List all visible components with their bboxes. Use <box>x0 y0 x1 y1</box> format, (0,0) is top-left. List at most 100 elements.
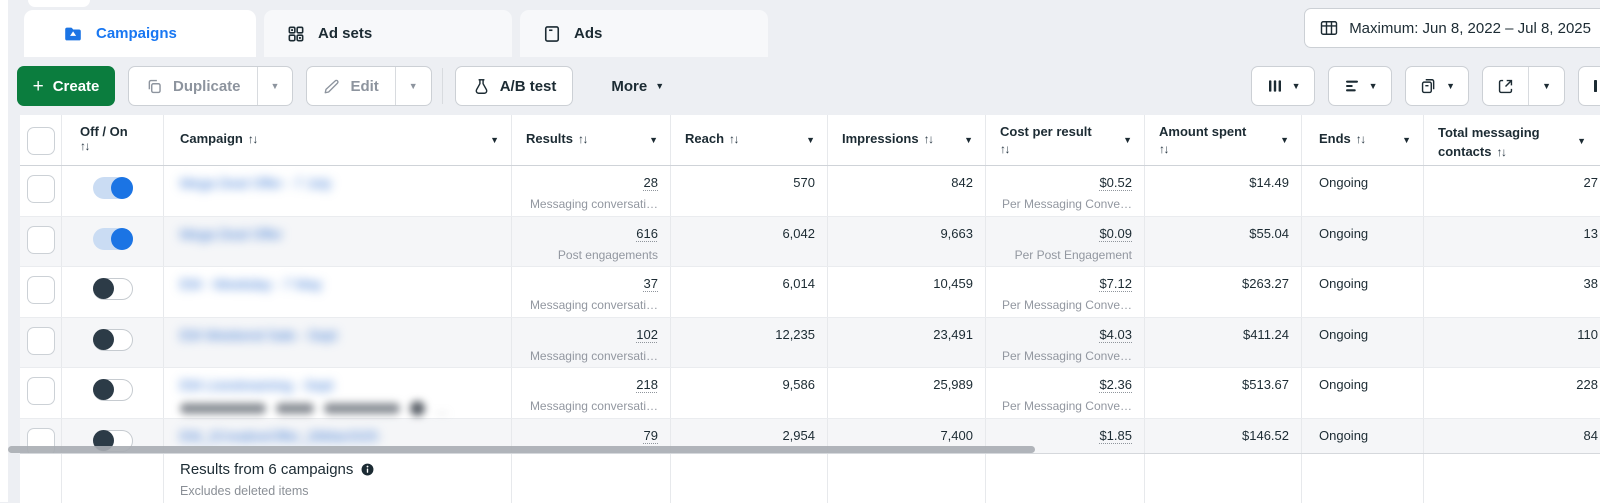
chart-button-cutoff[interactable] <box>1578 66 1600 106</box>
tab-ads[interactable]: Ads <box>520 10 768 57</box>
chevron-down-icon[interactable]: ▼ <box>1123 135 1132 145</box>
results-value[interactable]: 37 <box>643 276 658 291</box>
horizontal-scrollbar[interactable] <box>8 446 1035 453</box>
row-checkbox[interactable] <box>20 368 61 418</box>
ends-value: Ongoing <box>1319 225 1369 241</box>
campaign-toggle[interactable] <box>92 328 133 351</box>
results-value[interactable]: 79 <box>643 427 658 443</box>
create-button[interactable]: + Create <box>17 66 115 106</box>
duplicate-button-label: Duplicate <box>173 77 241 95</box>
tab-campaigns[interactable]: Campaigns <box>24 10 256 57</box>
reach-cell: 570 <box>670 166 827 216</box>
ends-cell: Ongoing <box>1301 317 1423 367</box>
campaign-name-blurred[interactable]: EM Livestreaming - Sept <box>180 377 334 393</box>
campaign-name-blurred[interactable]: Mega Deal Offer - 7 July <box>180 175 332 191</box>
campaign-tags: … <box>180 401 499 416</box>
info-icon[interactable] <box>360 462 375 477</box>
campaign-row[interactable]: EM Weekend Sale - Sept … 102 Messaging c… <box>20 317 1600 368</box>
campaign-toggle[interactable] <box>92 177 133 199</box>
header-reach[interactable]: Reach ↑↓ ▼ <box>670 115 827 165</box>
impressions-value: 7,400 <box>940 427 973 443</box>
cost-value[interactable]: $2.36 <box>1099 377 1132 392</box>
chevron-down-icon[interactable]: ▼ <box>806 135 815 145</box>
campaign-cell[interactable]: Mega Deal Offer … <box>163 216 511 266</box>
header-campaign[interactable]: Campaign ↑↓ ▼ <box>163 115 511 165</box>
edit-button[interactable]: Edit <box>307 67 394 105</box>
header-cost-per-result[interactable]: Cost per result ↑↓ ▼ <box>985 115 1144 165</box>
ends-cell: Ongoing <box>1301 368 1423 418</box>
amount-spent-cell: $263.27 <box>1144 267 1301 317</box>
chevron-down-icon[interactable]: ▼ <box>964 135 973 145</box>
results-cell: 218 Messaging conversati… <box>511 368 670 418</box>
ab-test-button[interactable]: A/B test <box>454 66 574 106</box>
date-range-button[interactable]: Maximum: Jun 8, 2022 – Jul 8, 2025 <box>1304 8 1600 48</box>
campaign-toggle[interactable] <box>92 379 133 401</box>
campaign-toggle[interactable] <box>92 278 133 300</box>
row-checkbox[interactable] <box>20 318 61 368</box>
results-type-label: Messaging conversati… <box>529 298 658 312</box>
sort-icon: ↑↓ <box>80 139 91 153</box>
campaign-cell[interactable]: Mega Deal Offer - 7 July … <box>163 166 511 216</box>
results-value[interactable]: 102 <box>636 326 658 342</box>
chevron-down-icon[interactable]: ▼ <box>1577 136 1586 146</box>
campaign-toggle[interactable] <box>92 227 133 250</box>
export-button[interactable] <box>1483 67 1528 105</box>
header-results[interactable]: Results ↑↓ ▼ <box>511 115 670 165</box>
cost-value[interactable]: $4.03 <box>1099 326 1132 342</box>
header-ends[interactable]: Ends ↑↓ ▼ <box>1301 115 1423 165</box>
chevron-down-icon[interactable]: ▼ <box>649 135 658 145</box>
campaign-name-blurred[interactable]: Mega Deal Offer <box>180 225 283 242</box>
campaign-cell[interactable]: EM - Weekday - 7 May … <box>163 267 511 317</box>
header-total-messaging-contacts[interactable]: Total messaging contacts ↑↓ ▼ <box>1423 115 1600 165</box>
duplicate-dropdown-button[interactable]: ▼ <box>256 67 293 105</box>
breakdown-button[interactable]: ▼ <box>1328 66 1393 106</box>
reports-button[interactable]: ▼ <box>1405 66 1470 106</box>
results-value[interactable]: 28 <box>643 175 658 190</box>
edit-dropdown-button[interactable]: ▼ <box>394 67 431 105</box>
summary-row: Results from 6 campaigns Excludes delete… <box>20 453 1600 503</box>
campaign-name-blurred[interactable]: EM_2CreativeOffer_26Mar2025 <box>180 427 379 444</box>
campaign-row[interactable]: Mega Deal Offer … 616 Post engagements 6… <box>20 216 1600 267</box>
cost-type-label: Per Messaging Conve… <box>1001 298 1132 312</box>
duplicate-button[interactable]: Duplicate <box>129 67 257 105</box>
row-checkbox[interactable] <box>20 166 61 216</box>
cost-value[interactable]: $0.52 <box>1099 175 1132 190</box>
campaign-name-blurred[interactable]: EM - Weekday - 7 May <box>180 276 323 292</box>
row-checkbox[interactable] <box>20 217 61 267</box>
results-value[interactable]: 218 <box>636 377 658 392</box>
header-off-on[interactable]: Off / On ↑↓ <box>61 115 163 165</box>
reach-value: 6,042 <box>782 225 815 241</box>
chevron-down-icon[interactable]: ▼ <box>1402 135 1411 145</box>
cost-value[interactable]: $1.85 <box>1099 427 1132 443</box>
tab-ad-sets[interactable]: Ad sets <box>264 10 512 57</box>
campaign-cell[interactable]: EM Livestreaming - Sept … <box>163 368 511 418</box>
campaign-row[interactable]: EM - Weekday - 7 May … 37 Messaging conv… <box>20 267 1600 318</box>
campaign-row[interactable]: EM Livestreaming - Sept … 218 Messaging … <box>20 368 1600 419</box>
chevron-down-icon[interactable]: ▼ <box>1280 135 1289 145</box>
cost-value[interactable]: $7.12 <box>1099 276 1132 291</box>
view-toolbar: ▼ ▼ ▼ ▼ <box>1251 66 1600 106</box>
campaign-cell[interactable]: EM Weekend Sale - Sept … <box>163 317 511 367</box>
row-checkbox[interactable] <box>20 267 61 317</box>
campaign-row[interactable]: Mega Deal Offer - 7 July … 28 Messaging … <box>20 166 1600 217</box>
export-dropdown-button[interactable]: ▼ <box>1528 67 1564 105</box>
select-all-checkbox[interactable] <box>20 115 61 165</box>
results-cell: 28 Messaging conversati… <box>511 166 670 216</box>
columns-button[interactable]: ▼ <box>1251 66 1316 106</box>
sort-icon: ↑↓ <box>1000 142 1011 156</box>
reach-value: 570 <box>793 175 815 190</box>
contacts-cell: 38 <box>1423 267 1600 317</box>
toggle-cell <box>61 216 163 266</box>
campaign-cell[interactable]: EM_2CreativeOffer_26Mar2025 … <box>163 418 511 468</box>
campaign-name-blurred[interactable]: EM Weekend Sale - Sept <box>180 326 337 343</box>
cost-value[interactable]: $0.09 <box>1099 225 1132 241</box>
impressions-value: 23,491 <box>933 326 973 342</box>
chevron-down-icon[interactable]: ▼ <box>490 135 499 145</box>
header-amount-spent[interactable]: Amount spent ↑↓ ▼ <box>1144 115 1301 165</box>
reach-cell: 2,954 <box>670 418 827 468</box>
results-value[interactable]: 616 <box>636 225 658 241</box>
left-edge-strip <box>0 0 8 502</box>
impressions-value: 10,459 <box>933 276 973 291</box>
header-impressions[interactable]: Impressions ↑↓ ▼ <box>827 115 985 165</box>
more-button[interactable]: More ▼ <box>601 66 674 106</box>
